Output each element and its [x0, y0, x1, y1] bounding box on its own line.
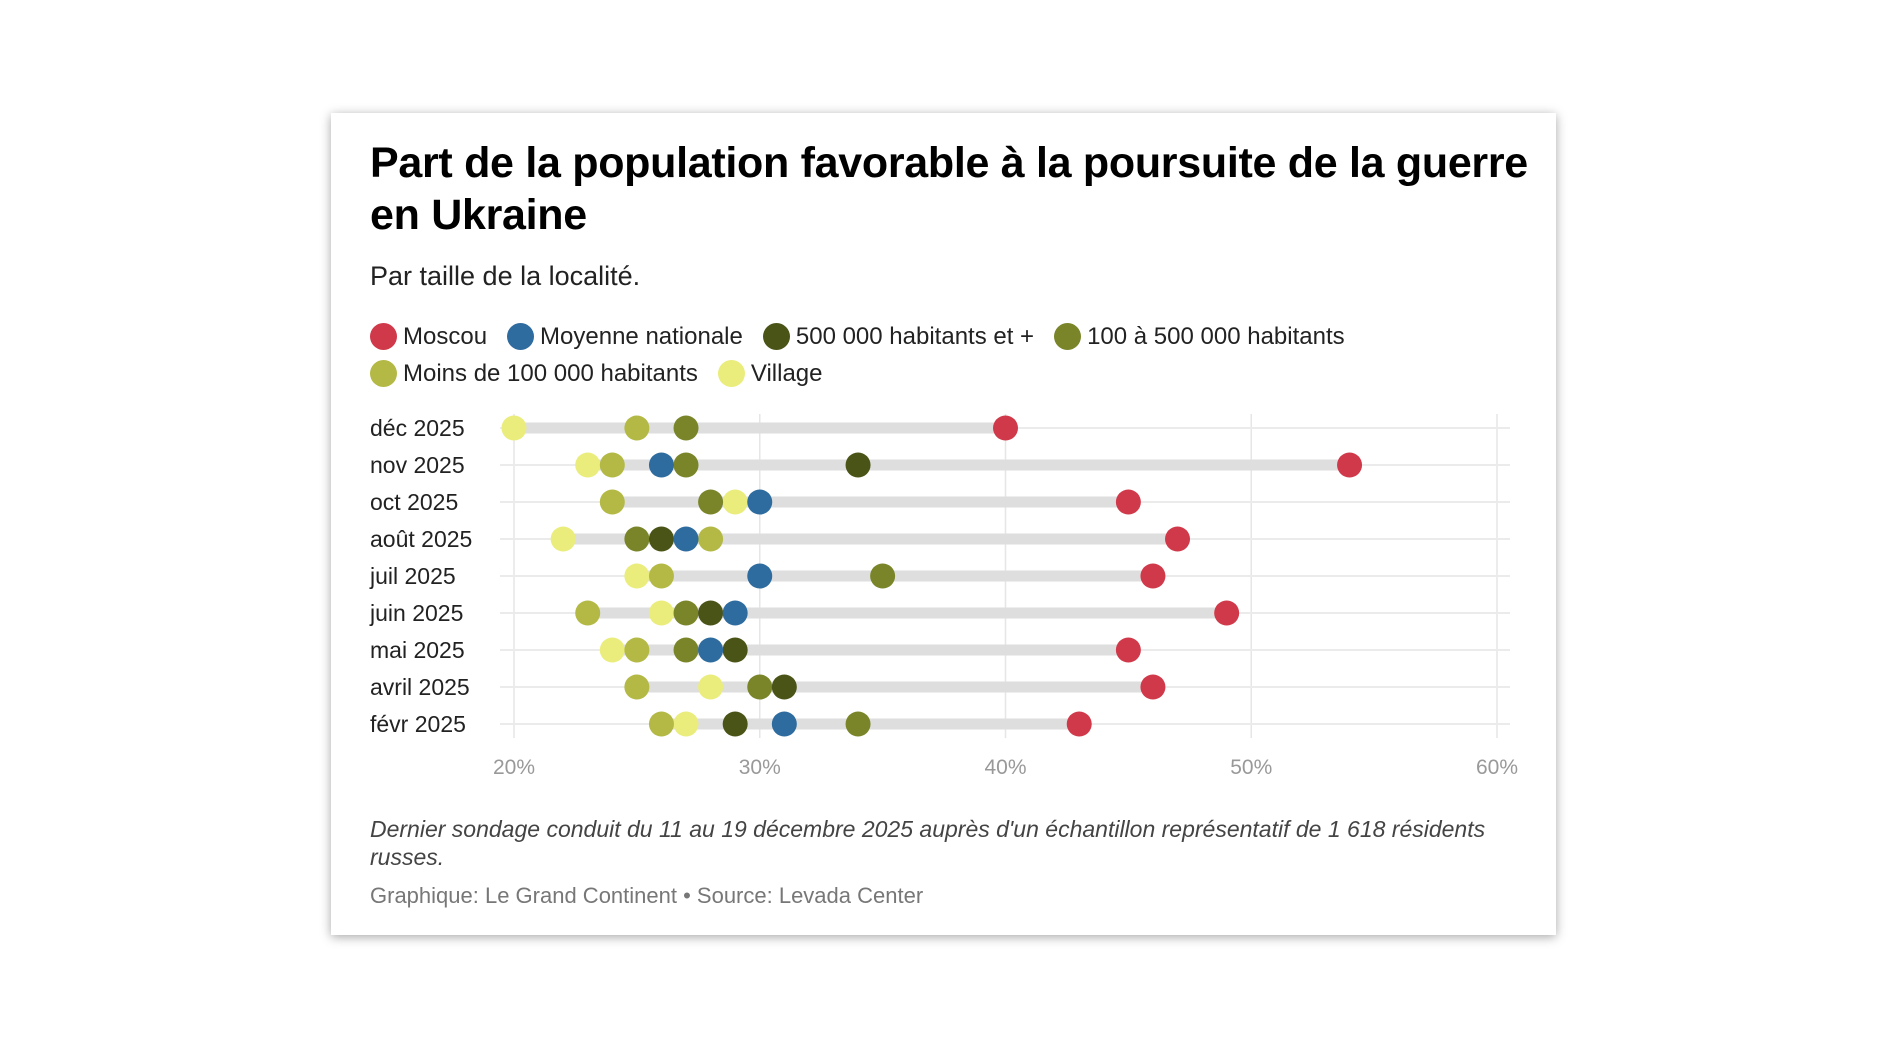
data-point [747, 563, 773, 589]
legend-swatch [762, 323, 790, 350]
legend-item: Moscou [370, 318, 487, 355]
x-tick-label: 40% [984, 756, 1026, 779]
row-label: juin 2025 [369, 600, 463, 626]
data-point [698, 637, 724, 663]
data-point [747, 674, 773, 700]
data-point [624, 674, 650, 700]
data-point [1165, 526, 1191, 552]
data-point [747, 489, 773, 515]
row-label: oct 2025 [370, 489, 458, 515]
data-point [722, 489, 748, 515]
data-point [1337, 452, 1363, 478]
legend-item: Village [717, 355, 823, 392]
data-point [771, 711, 797, 737]
legend-item: 100 à 500 000 habitants [1054, 318, 1345, 355]
data-point [599, 637, 625, 663]
data-point [624, 637, 650, 663]
legend-label: 500 000 habitants et + [795, 323, 1035, 350]
data-point [698, 526, 724, 552]
footnote: Dernier sondage conduit du 11 au 19 déce… [370, 816, 1486, 870]
data-point [722, 711, 748, 737]
row-label: févr 2025 [370, 711, 466, 737]
row-label: août 2025 [370, 526, 472, 552]
legend-label: 100 à 500 000 habitants [1087, 323, 1345, 350]
data-point [648, 526, 674, 552]
legend-swatch [370, 323, 397, 350]
data-point [673, 711, 699, 737]
data-point [501, 415, 527, 441]
data-point [673, 452, 699, 478]
data-point [870, 563, 896, 589]
legend-item: 500 000 habitants et + [762, 318, 1035, 355]
x-tick-label: 50% [1230, 756, 1272, 779]
data-point [698, 489, 724, 515]
data-point [722, 600, 748, 626]
dot-plot: 20% 30% 40% 50% 60% déc 2025 nov 2025 oct 2025 a… [369, 414, 1518, 779]
data-point [648, 563, 674, 589]
data-point [1214, 600, 1240, 626]
chart-card: Part de la population favorable à la pou… [331, 113, 1556, 935]
x-tick-label: 30% [739, 756, 781, 779]
legend-swatch [1054, 323, 1082, 350]
legend-swatch [507, 323, 535, 350]
source-credit: Graphique: Le Grand Continent • Source: … [370, 883, 924, 908]
data-point [550, 526, 576, 552]
legend-label: Moins de 100 000 habitants [403, 360, 698, 387]
data-point [1140, 674, 1166, 700]
data-point [575, 600, 601, 626]
data-point [1115, 637, 1141, 663]
data-point [624, 563, 650, 589]
x-tick-label: 20% [493, 756, 535, 779]
data-point [698, 600, 724, 626]
data-point [771, 674, 797, 700]
data-point [624, 415, 650, 441]
legend-label: Moyenne nationale [540, 323, 743, 350]
legend-swatch [370, 360, 397, 387]
row-label: nov 2025 [370, 452, 465, 478]
chart-title: Part de la population favorable à la pou… [370, 139, 1528, 239]
x-tick-label: 60% [1476, 756, 1518, 779]
data-point [599, 489, 625, 515]
row-label: déc 2025 [370, 415, 465, 441]
legend-swatch [717, 360, 745, 387]
data-point [673, 637, 699, 663]
legend: Moscou Moyenne nationale 500 000 habitants… [370, 318, 1530, 392]
data-point [648, 600, 674, 626]
data-point [722, 637, 748, 663]
data-point [648, 452, 674, 478]
data-point [673, 415, 699, 441]
data-point [624, 526, 650, 552]
chart-subtitle: Par taille de la localité. [370, 261, 641, 291]
legend-label: Moscou [403, 323, 488, 350]
data-point [673, 600, 699, 626]
data-point [698, 674, 724, 700]
data-point [599, 452, 625, 478]
data-point [648, 711, 674, 737]
data-point [993, 415, 1018, 441]
data-point [845, 711, 871, 737]
row-label: juil 2025 [369, 563, 456, 589]
data-point [1115, 489, 1141, 515]
row-label: mai 2025 [370, 637, 465, 663]
legend-label: Village [750, 360, 823, 387]
data-point [575, 452, 601, 478]
data-point [845, 452, 871, 478]
data-point [1066, 711, 1092, 737]
legend-item: Moins de 100 000 habitants [370, 355, 698, 392]
legend-item: Moyenne nationale [507, 318, 743, 355]
data-point [1140, 563, 1166, 589]
row-label: avril 2025 [370, 674, 470, 700]
data-point [673, 526, 699, 552]
